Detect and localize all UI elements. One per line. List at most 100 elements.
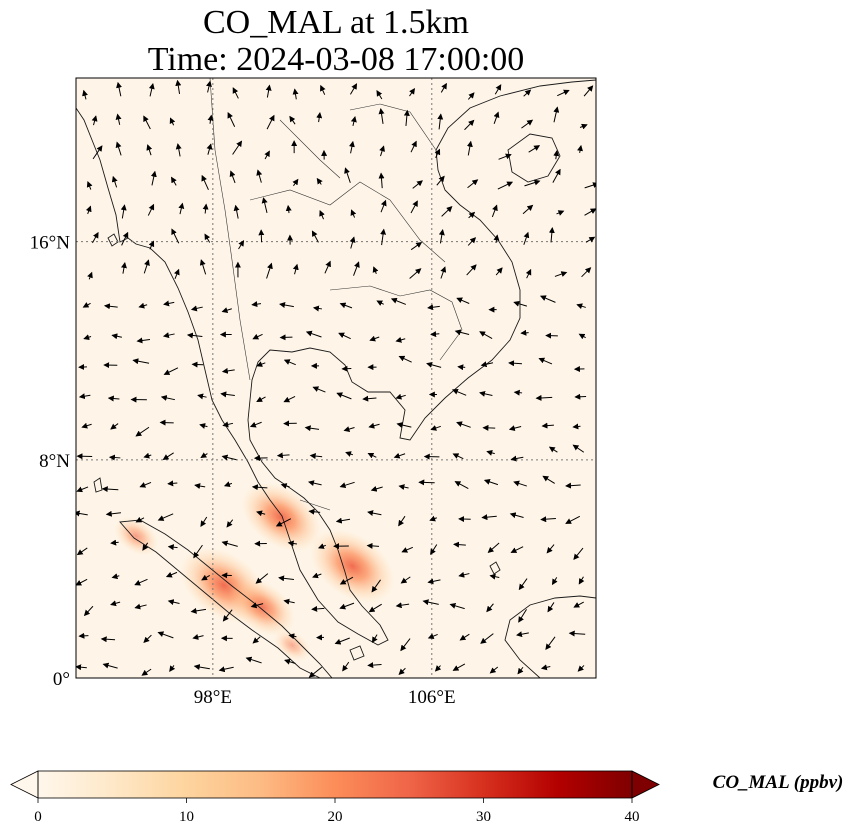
wind-arrow	[427, 304, 440, 311]
wind-arrow	[436, 175, 445, 186]
wind-arrow	[279, 302, 294, 308]
wind-arrow	[148, 82, 155, 97]
wind-arrow	[541, 422, 554, 429]
wind-arrow	[396, 422, 412, 428]
wind-arrow	[440, 82, 447, 93]
wind-arrow	[283, 359, 296, 366]
wind-arrow	[335, 517, 351, 524]
co-hotspot	[273, 629, 311, 662]
wind-arrow	[398, 484, 409, 491]
wind-arrow	[256, 396, 266, 403]
wind-arrow	[165, 571, 178, 578]
wind-arrow	[350, 116, 357, 127]
wind-arrow	[585, 236, 596, 243]
wind-arrow	[557, 89, 570, 97]
wind-arrow	[410, 140, 417, 153]
colorbar-tick-label: 20	[328, 809, 343, 825]
map-title-line2: Time: 2024-03-08 17:00:00	[148, 41, 525, 78]
wind-arrow	[256, 361, 266, 367]
wind-arrow	[132, 358, 150, 365]
wind-arrow	[427, 633, 438, 639]
wind-arrow	[457, 364, 466, 371]
wind-arrow	[451, 388, 467, 396]
wind-arrow	[556, 210, 565, 216]
wind-arrow	[121, 261, 127, 274]
lon-tick-label: 98°E	[194, 687, 232, 708]
colorbar-tick-label: 10	[179, 809, 194, 825]
wind-arrow	[201, 174, 209, 191]
co-hotspot	[228, 578, 296, 637]
wind-arrow	[539, 295, 556, 303]
colorbar-ticks: 0 10 20 30 40	[34, 798, 640, 825]
wind-arrow	[376, 90, 383, 100]
wind-arrow	[367, 452, 377, 459]
wind-arrow	[368, 422, 380, 429]
wind-arrow	[486, 603, 494, 613]
wind-arrow	[86, 181, 93, 190]
wind-arrow	[510, 546, 524, 553]
wind-arrow	[111, 573, 120, 580]
wind-arrow	[115, 141, 122, 156]
wind-arrow	[316, 112, 323, 123]
wind-arrow	[483, 479, 499, 486]
wind-arrow	[466, 264, 477, 276]
wind-arrow	[221, 540, 238, 547]
wind-arrow	[221, 307, 232, 313]
wind-arrow	[430, 544, 438, 556]
wind-arrow	[206, 143, 213, 155]
wind-arrow	[252, 333, 263, 340]
wind-arrow	[146, 144, 153, 156]
wind-arrow	[371, 579, 381, 593]
wind-arrow	[464, 119, 475, 131]
wind-arrow	[393, 452, 406, 459]
wind-arrow	[344, 167, 351, 183]
wind-arrow	[430, 425, 441, 431]
wind-arrow	[227, 112, 236, 127]
wind-arrow	[542, 475, 555, 484]
colorbar-extend-max	[631, 770, 660, 799]
wind-arrow	[138, 302, 148, 309]
wind-arrow	[120, 204, 127, 219]
wind-arrow	[167, 480, 178, 487]
wind-arrow	[101, 486, 119, 493]
wind-arrow	[283, 396, 296, 403]
wind-arrow	[324, 260, 331, 274]
wind-arrow	[320, 84, 326, 95]
wind-arrow	[553, 150, 560, 160]
wind-arrow	[167, 599, 180, 606]
wind-arrow	[395, 602, 410, 609]
wind-arrow	[226, 519, 234, 528]
wind-arrow	[275, 518, 292, 527]
wind-arrow	[135, 426, 150, 437]
wind-arrow	[171, 228, 180, 244]
wind-arrow	[422, 599, 439, 606]
wind-arrow	[481, 514, 497, 521]
wind-arrow	[452, 453, 464, 460]
wind-arrow	[200, 516, 208, 527]
wind-arrow	[78, 632, 89, 639]
wind-arrow	[547, 602, 555, 613]
wind-arrow	[568, 630, 586, 637]
wind-arrow	[76, 486, 89, 493]
wind-arrow	[175, 143, 182, 157]
wind-arrow	[87, 271, 93, 280]
wind-arrow	[287, 540, 298, 547]
wind-arrow	[142, 542, 149, 551]
wind-arrow	[222, 609, 233, 622]
wind-arrow	[513, 389, 523, 396]
wind-arrow	[348, 140, 355, 154]
wind-arrow	[479, 331, 493, 340]
wind-arrow	[206, 80, 212, 93]
wind-arrow	[508, 425, 522, 432]
wind-arrow	[175, 79, 182, 95]
wind-arrow	[395, 336, 406, 343]
wind-vectors	[76, 79, 596, 678]
wind-arrow	[489, 666, 499, 674]
wind-arrow	[520, 329, 529, 336]
wind-arrow	[186, 332, 203, 339]
wind-arrow	[350, 209, 357, 218]
wind-arrow	[232, 87, 239, 99]
wind-arrow	[265, 84, 272, 98]
wind-arrow	[581, 267, 592, 278]
wind-arrow	[162, 452, 174, 460]
